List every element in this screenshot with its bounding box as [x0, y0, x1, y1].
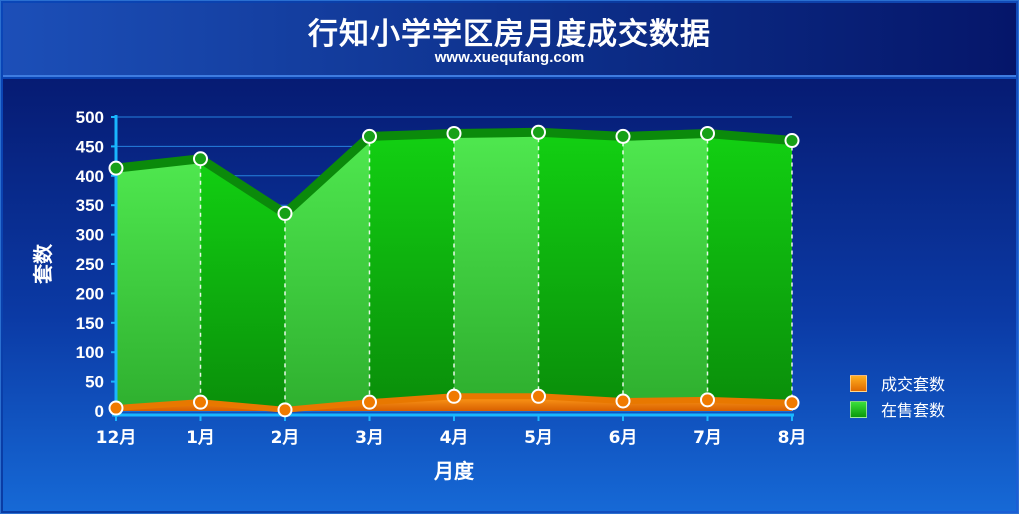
data-point-deals [193, 394, 208, 410]
data-point-deals [615, 393, 631, 409]
data-point-listings [193, 151, 208, 167]
legend-item-listings: 在售套数 [850, 396, 945, 422]
data-point-listings [362, 128, 377, 144]
data-point-listings [531, 124, 546, 140]
y-tick-label: 150 [76, 314, 104, 333]
y-tick-label: 300 [76, 226, 104, 245]
data-point-deals [446, 388, 462, 404]
y-axis-title: 套数 [31, 243, 55, 284]
data-point-listings [277, 205, 293, 221]
chart-title: 行知小学学区房月度成交数据 [308, 17, 711, 52]
data-point-listings [700, 125, 715, 141]
x-axis-title: 月度 [433, 459, 475, 483]
chart-header: 行知小学学区房月度成交数据 www.xuequfang.com [3, 3, 1016, 77]
x-tick-label: 1月 [186, 428, 215, 448]
x-tick-label: 2月 [271, 428, 300, 448]
y-tick-label: 50 [85, 373, 104, 392]
legend-swatch-deals [850, 374, 867, 392]
y-tick-label: 0 [95, 402, 104, 421]
area-band-listings [454, 132, 539, 397]
y-tick-label: 450 [76, 137, 104, 156]
legend-item-deals: 成交套数 [850, 370, 945, 396]
data-point-listings [615, 128, 631, 144]
area-band-listings [369, 133, 454, 403]
x-tick-label: 12月 [96, 428, 137, 448]
data-point-deals [277, 402, 293, 418]
area-band-listings [200, 158, 285, 410]
data-point-listings [108, 160, 124, 176]
data-point-deals [531, 388, 546, 404]
data-point-deals [362, 394, 377, 410]
y-tick-label: 400 [76, 167, 104, 186]
area-band-listings [116, 158, 201, 409]
area-band-listings [538, 132, 623, 402]
y-tick-label: 250 [76, 255, 104, 274]
x-tick-label: 8月 [778, 428, 807, 448]
x-tick-label: 4月 [440, 428, 469, 448]
x-tick-label: 5月 [524, 428, 553, 448]
data-point-deals [108, 400, 124, 416]
y-tick-label: 500 [76, 108, 104, 127]
area-band-listings [707, 133, 792, 403]
x-tick-label: 7月 [693, 428, 722, 448]
x-tick-label: 6月 [609, 428, 638, 448]
data-point-listings [784, 133, 800, 149]
legend-swatch-listings [850, 400, 867, 418]
y-tick-label: 200 [76, 284, 104, 303]
chart-subtitle: www.xuequfang.com [434, 49, 585, 66]
area-band-listings [285, 136, 370, 410]
data-point-listings [446, 125, 462, 141]
area-band-listings [623, 133, 708, 402]
legend-label-deals: 成交套数 [881, 375, 946, 394]
data-point-deals [784, 395, 800, 411]
y-tick-label: 100 [76, 343, 104, 362]
data-point-deals [700, 392, 715, 408]
legend: 成交套数 在售套数 [850, 370, 945, 422]
x-tick-label: 3月 [355, 428, 384, 448]
legend-label-listings: 在售套数 [881, 401, 946, 420]
y-tick-label: 350 [76, 196, 104, 215]
